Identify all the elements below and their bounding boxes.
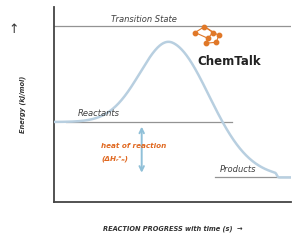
Text: Energy (kJ/mol): Energy (kJ/mol) [20,76,26,133]
Point [203,45,208,48]
Text: Products: Products [220,165,256,174]
Text: Transition State: Transition State [111,15,177,24]
Text: Reactants: Reactants [78,109,120,119]
Text: (ΔHᵣˣₙ): (ΔHᵣˣₙ) [101,156,128,163]
Point [216,37,221,41]
Point [214,44,219,47]
Point [202,28,207,32]
Point [210,34,215,38]
Text: REACTION PROGRESS with time (s)  →: REACTION PROGRESS with time (s) → [103,226,242,232]
Point [193,34,197,38]
Text: heat of reaction: heat of reaction [101,143,167,149]
Text: ChemTalk: ChemTalk [197,55,261,68]
Text: ↑: ↑ [8,23,19,36]
Point [206,40,211,44]
